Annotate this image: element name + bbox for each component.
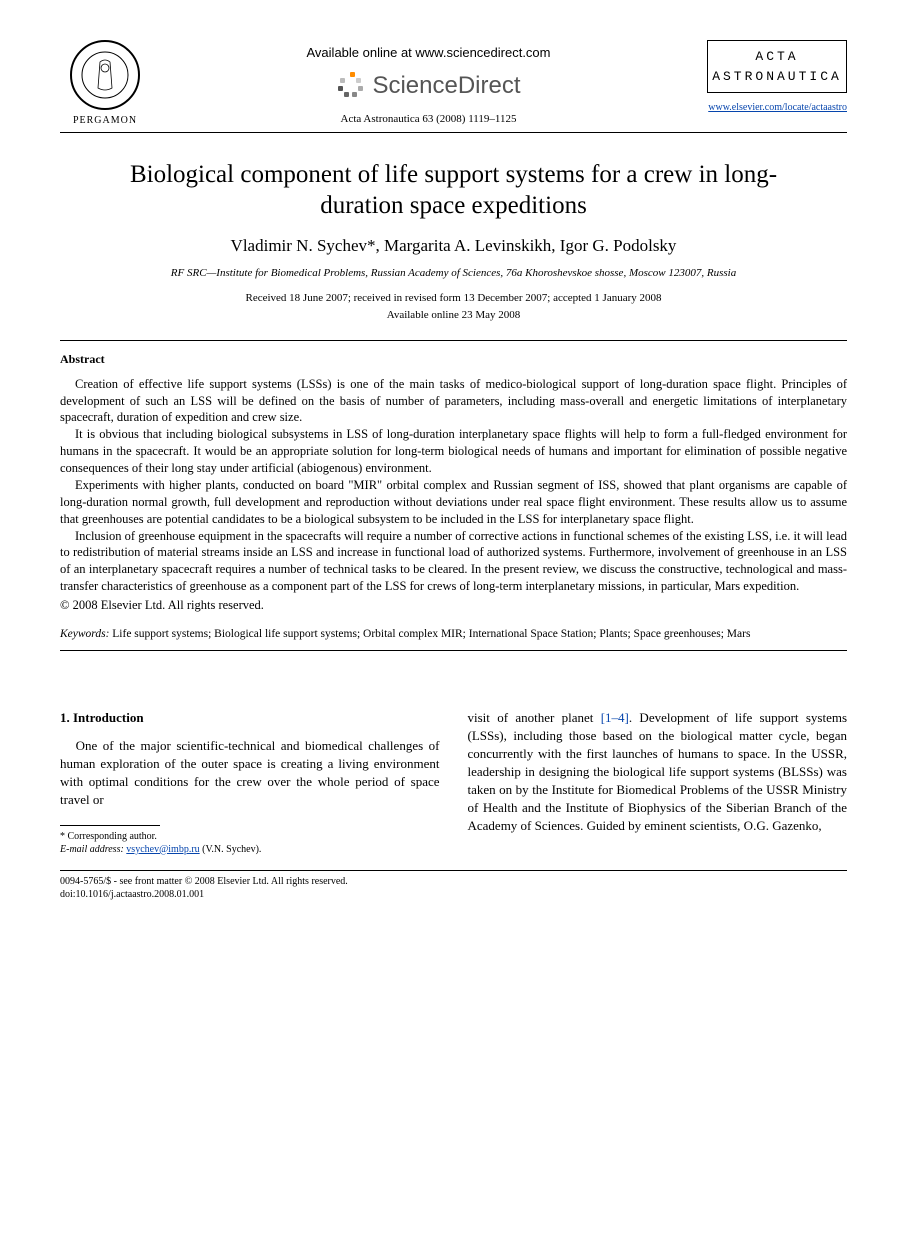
intro-para-left: One of the major scientific-technical an… bbox=[60, 737, 440, 809]
section-heading: 1. Introduction bbox=[60, 709, 440, 727]
available-online-text: Available online at www.sciencedirect.co… bbox=[150, 44, 707, 62]
journal-line2: ASTRONAUTICA bbox=[712, 67, 842, 87]
journal-title-box: ACTA ASTRONAUTICA bbox=[707, 40, 847, 93]
email-author: (V.N. Sychev). bbox=[202, 844, 261, 855]
issn-text: 0094-5765/$ - see front matter © 2008 El… bbox=[60, 875, 847, 888]
header-row: PERGAMON Available online at www.science… bbox=[60, 40, 847, 128]
bottom-rule bbox=[60, 870, 847, 871]
abstract-body: Creation of effective life support syste… bbox=[60, 376, 847, 595]
body-columns: 1. Introduction One of the major scienti… bbox=[60, 709, 847, 856]
reference-link[interactable]: [1–4] bbox=[601, 710, 629, 725]
email-label: E-mail address: bbox=[60, 844, 124, 855]
header-rule bbox=[60, 132, 847, 133]
authors: Vladimir N. Sychev*, Margarita A. Levins… bbox=[60, 235, 847, 258]
pergamon-label: PERGAMON bbox=[60, 114, 150, 128]
keywords-text: Life support systems; Biological life su… bbox=[112, 628, 750, 640]
sciencedirect-swirl-icon bbox=[336, 72, 364, 100]
page: PERGAMON Available online at www.science… bbox=[0, 0, 907, 931]
article-title: Biological component of life support sys… bbox=[100, 159, 807, 222]
intro-para-right: visit of another planet [1–4]. Developme… bbox=[468, 709, 848, 835]
right-column: visit of another planet [1–4]. Developme… bbox=[468, 709, 848, 856]
abstract-copyright: © 2008 Elsevier Ltd. All rights reserved… bbox=[60, 597, 847, 614]
affiliation: RF SRC—Institute for Biomedical Problems… bbox=[60, 266, 847, 281]
abstract-top-rule bbox=[60, 340, 847, 341]
abstract-bottom-rule bbox=[60, 650, 847, 651]
abstract-para: Experiments with higher plants, conducte… bbox=[60, 477, 847, 528]
sciencedirect-name: ScienceDirect bbox=[372, 70, 520, 102]
journal-url-link[interactable]: www.elsevier.com/locate/actaastro bbox=[708, 102, 847, 113]
abstract-label: Abstract bbox=[60, 351, 847, 367]
pergamon-logo-icon bbox=[70, 40, 140, 110]
abstract-para: Inclusion of greenhouse equipment in the… bbox=[60, 528, 847, 596]
email-link[interactable]: vsychev@imbp.ru bbox=[126, 844, 199, 855]
keywords-label: Keywords: bbox=[60, 628, 109, 640]
abstract-para: It is obvious that including biological … bbox=[60, 426, 847, 477]
footnote-rule bbox=[60, 825, 160, 826]
sciencedirect-logo: ScienceDirect bbox=[150, 70, 707, 102]
left-column: 1. Introduction One of the major scienti… bbox=[60, 709, 440, 856]
pergamon-block: PERGAMON bbox=[60, 40, 150, 128]
footnote-corresponding: * Corresponding author. bbox=[60, 830, 440, 843]
doi-text: doi:10.1016/j.actaastro.2008.01.001 bbox=[60, 888, 847, 901]
journal-line1: ACTA bbox=[712, 47, 842, 67]
journal-block: ACTA ASTRONAUTICA www.elsevier.com/locat… bbox=[707, 40, 847, 115]
sciencedirect-block: Available online at www.sciencedirect.co… bbox=[150, 40, 707, 127]
keywords: Keywords: Life support systems; Biologic… bbox=[60, 626, 847, 642]
available-online-date: Available online 23 May 2008 bbox=[60, 308, 847, 323]
abstract-para: Creation of effective life support syste… bbox=[60, 376, 847, 427]
citation-text: Acta Astronautica 63 (2008) 1119–1125 bbox=[150, 112, 707, 127]
article-dates: Received 18 June 2007; received in revis… bbox=[60, 291, 847, 306]
footnote-email: E-mail address: vsychev@imbp.ru (V.N. Sy… bbox=[60, 843, 440, 856]
